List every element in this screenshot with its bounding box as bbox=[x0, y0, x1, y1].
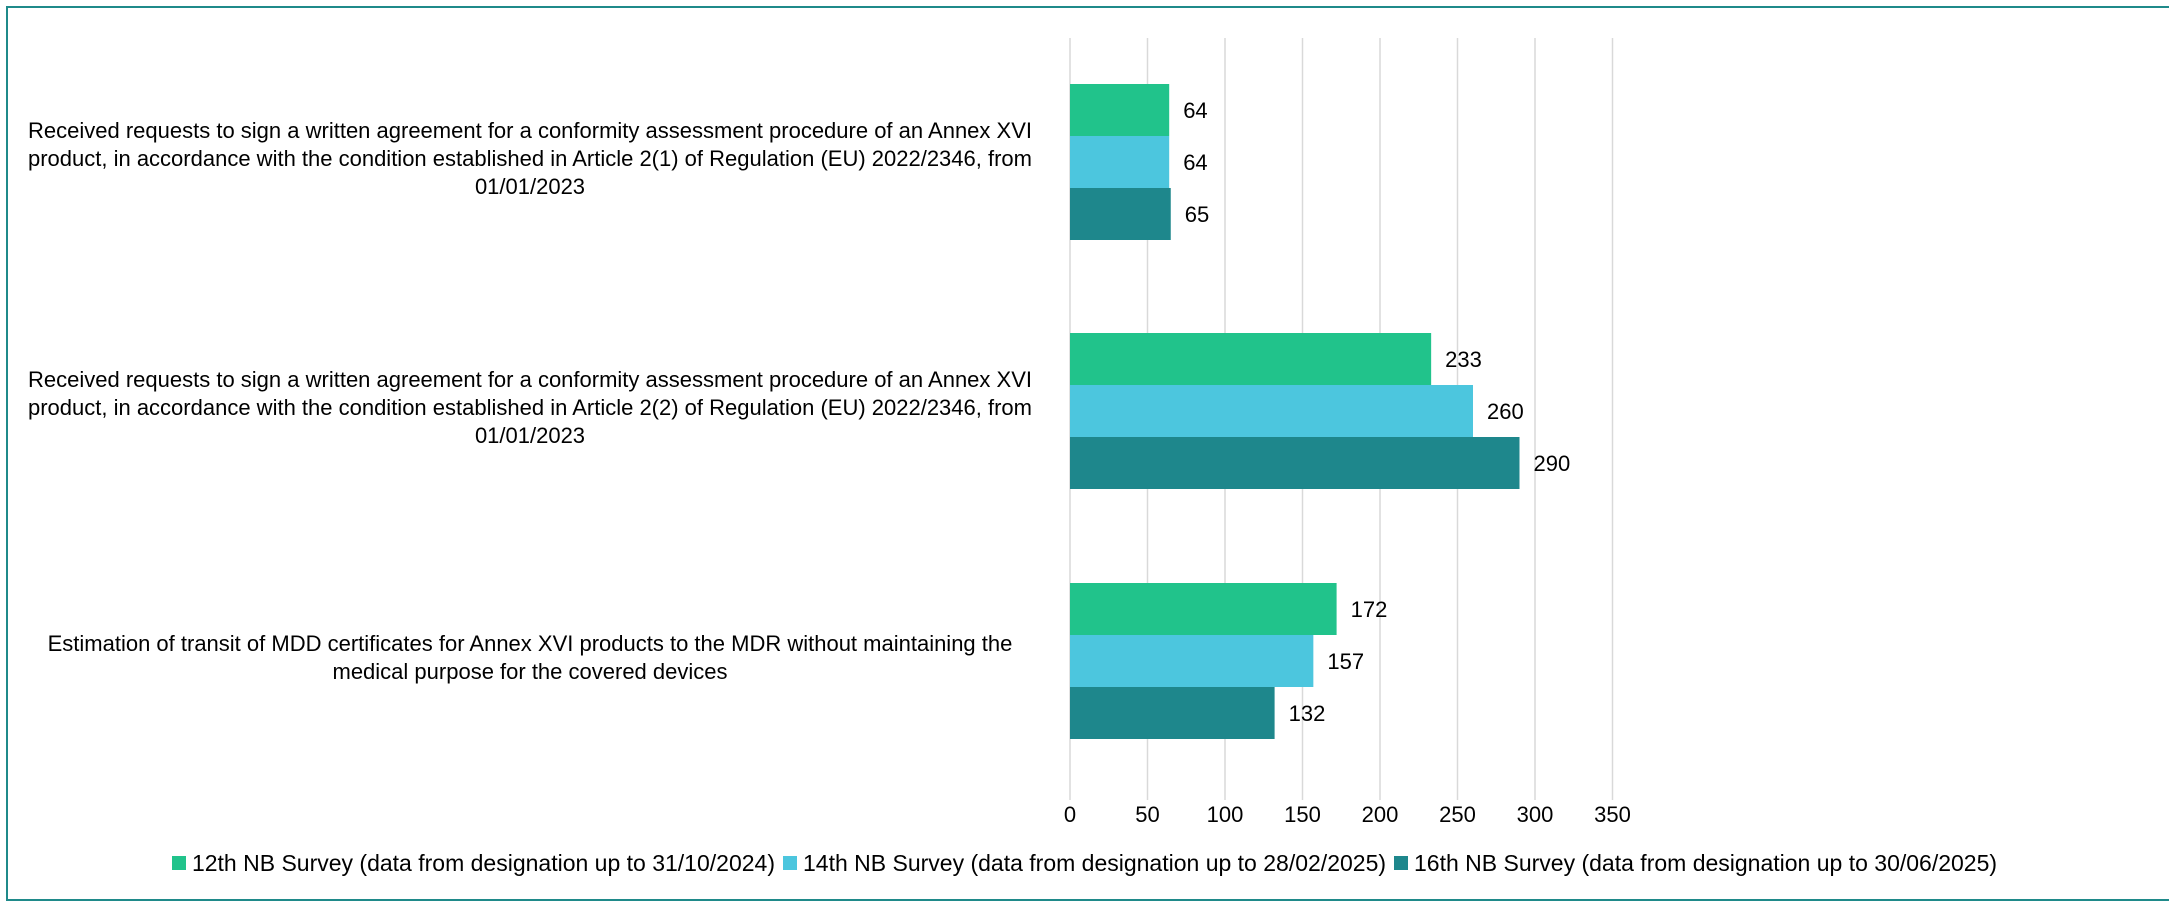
category-label: Estimation of transit of MDD certificate… bbox=[47, 631, 1013, 684]
bar bbox=[1070, 385, 1473, 437]
data-label: 260 bbox=[1487, 399, 1524, 424]
x-tick-label: 150 bbox=[1284, 802, 1321, 827]
legend: 12th NB Survey (data from designation up… bbox=[0, 850, 2169, 877]
bar bbox=[1070, 687, 1275, 739]
bar bbox=[1070, 188, 1171, 240]
legend-item: 16th NB Survey (data from designation up… bbox=[1394, 850, 1997, 877]
bar bbox=[1070, 333, 1432, 385]
data-label: 290 bbox=[1534, 451, 1571, 476]
data-label: 65 bbox=[1185, 202, 1209, 227]
legend-item: 14th NB Survey (data from designation up… bbox=[782, 850, 1387, 877]
legend-label: 12th NB Survey (data from designation up… bbox=[191, 850, 775, 876]
x-tick-label: 0 bbox=[1064, 802, 1076, 827]
category-label: Received requests to sign a written agre… bbox=[27, 367, 1032, 448]
data-label: 132 bbox=[1289, 701, 1326, 726]
data-label: 233 bbox=[1445, 347, 1482, 372]
x-tick-label: 50 bbox=[1135, 802, 1159, 827]
data-label: 64 bbox=[1183, 150, 1207, 175]
bar bbox=[1070, 437, 1520, 489]
bar bbox=[1070, 635, 1314, 687]
legend-item: 12th NB Survey (data from designation up… bbox=[171, 850, 775, 877]
legend-label: 14th NB Survey (data from designation up… bbox=[802, 850, 1387, 876]
data-label: 157 bbox=[1327, 649, 1364, 674]
x-tick-label: 300 bbox=[1517, 802, 1554, 827]
x-tick-label: 100 bbox=[1207, 802, 1244, 827]
x-tick-label: 350 bbox=[1594, 802, 1631, 827]
legend-swatch bbox=[171, 856, 186, 870]
x-tick-label: 250 bbox=[1439, 802, 1476, 827]
category-label: Received requests to sign a written agre… bbox=[27, 118, 1032, 199]
legend-label: 16th NB Survey (data from designation up… bbox=[1414, 850, 1998, 876]
bar bbox=[1070, 136, 1170, 188]
bar bbox=[1070, 84, 1170, 136]
bar bbox=[1070, 583, 1337, 635]
legend-swatch bbox=[1394, 856, 1409, 870]
data-label: 172 bbox=[1351, 597, 1388, 622]
legend-swatch bbox=[782, 856, 797, 870]
x-tick-label: 200 bbox=[1362, 802, 1399, 827]
data-label: 64 bbox=[1183, 98, 1207, 123]
